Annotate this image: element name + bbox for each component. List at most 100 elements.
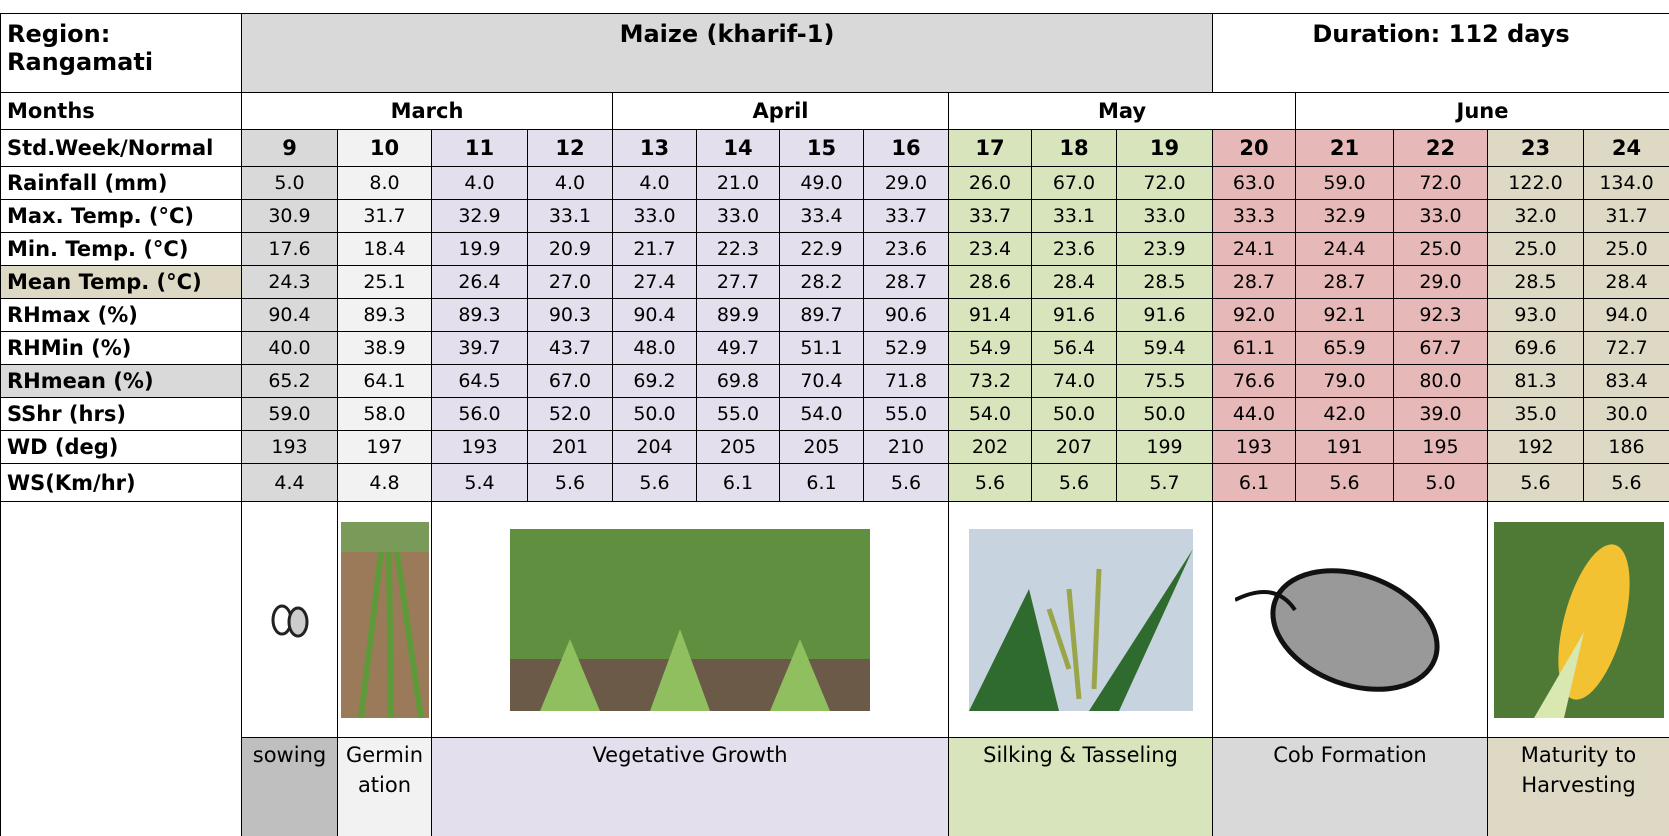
region: Region: Rangamati [1, 14, 242, 93]
value-cell: 91.4 [949, 299, 1032, 332]
value-cell: 205 [780, 431, 864, 464]
value-cell: 5.0 [1394, 464, 1488, 502]
value-cell: 90.4 [242, 299, 338, 332]
stage-label: sowing [242, 738, 338, 836]
value-cell: 6.1 [1213, 464, 1296, 502]
week: 10 [338, 130, 432, 167]
value-cell: 193 [432, 431, 528, 464]
value-cell: 91.6 [1117, 299, 1213, 332]
value-cell: 72.0 [1394, 167, 1488, 200]
value-cell: 4.4 [242, 464, 338, 502]
value-cell: 76.6 [1213, 365, 1296, 398]
week: 14 [697, 130, 780, 167]
week: 15 [780, 130, 864, 167]
value-cell: 25.1 [338, 266, 432, 299]
month: March [242, 93, 613, 130]
value-cell: 92.0 [1213, 299, 1296, 332]
value-cell: 5.6 [1488, 464, 1584, 502]
month: April [613, 93, 949, 130]
value-cell: 27.4 [613, 266, 697, 299]
value-cell: 39.7 [432, 332, 528, 365]
value-cell: 28.7 [864, 266, 949, 299]
value-cell: 4.0 [432, 167, 528, 200]
value-cell: 201 [528, 431, 613, 464]
week: 17 [949, 130, 1032, 167]
value-cell: 27.0 [528, 266, 613, 299]
week: 22 [1394, 130, 1488, 167]
value-cell: 33.0 [1117, 200, 1213, 233]
value-cell: 22.3 [697, 233, 780, 266]
value-cell: 72.0 [1117, 167, 1213, 200]
value-cell: 54.0 [949, 398, 1032, 431]
value-cell: 6.1 [780, 464, 864, 502]
value-cell: 23.4 [949, 233, 1032, 266]
value-cell: 28.5 [1117, 266, 1213, 299]
value-cell: 5.4 [432, 464, 528, 502]
value-cell: 24.3 [242, 266, 338, 299]
week: 18 [1032, 130, 1117, 167]
value-cell: 195 [1394, 431, 1488, 464]
value-cell: 25.0 [1488, 233, 1584, 266]
value-cell: 134.0 [1584, 167, 1669, 200]
value-cell: 33.0 [613, 200, 697, 233]
value-cell: 31.7 [338, 200, 432, 233]
value-cell: 55.0 [864, 398, 949, 431]
value-cell: 64.1 [338, 365, 432, 398]
value-cell: 38.9 [338, 332, 432, 365]
value-cell: 5.6 [1032, 464, 1117, 502]
value-cell: 33.3 [1213, 200, 1296, 233]
value-cell: 27.7 [697, 266, 780, 299]
value-cell: 122.0 [1488, 167, 1584, 200]
value-cell: 33.0 [1394, 200, 1488, 233]
value-cell: 22.9 [780, 233, 864, 266]
stage-image [338, 502, 432, 738]
value-cell: 25.0 [1394, 233, 1488, 266]
value-cell: 5.0 [242, 167, 338, 200]
value-cell: 26.4 [432, 266, 528, 299]
value-cell: 64.5 [432, 365, 528, 398]
value-cell: 72.7 [1584, 332, 1669, 365]
crop-picture [268, 598, 312, 642]
value-cell: 4.0 [613, 167, 697, 200]
value-cell: 28.7 [1213, 266, 1296, 299]
value-cell: 67.0 [1032, 167, 1117, 200]
value-cell: 210 [864, 431, 949, 464]
value-cell: 5.6 [613, 464, 697, 502]
value-cell: 90.4 [613, 299, 697, 332]
value-cell: 5.6 [864, 464, 949, 502]
value-cell: 69.8 [697, 365, 780, 398]
value-cell: 93.0 [1488, 299, 1584, 332]
row-label: WS(Km/hr) [1, 464, 242, 502]
value-cell: 69.2 [613, 365, 697, 398]
duration: Duration: 112 days [1213, 14, 1669, 93]
value-cell: 31.7 [1584, 200, 1669, 233]
value-cell: 32.9 [1296, 200, 1394, 233]
week: 11 [432, 130, 528, 167]
value-cell: 23.6 [864, 233, 949, 266]
value-cell: 61.1 [1213, 332, 1296, 365]
value-cell: 193 [242, 431, 338, 464]
value-cell: 23.9 [1117, 233, 1213, 266]
value-cell: 35.0 [1488, 398, 1584, 431]
value-cell: 94.0 [1584, 299, 1669, 332]
value-cell: 52.9 [864, 332, 949, 365]
value-cell: 83.4 [1584, 365, 1669, 398]
value-cell: 6.1 [697, 464, 780, 502]
row-label: WD (deg) [1, 431, 242, 464]
week: 12 [528, 130, 613, 167]
value-cell: 26.0 [949, 167, 1032, 200]
week: 24 [1584, 130, 1669, 167]
stage-label: Maturity to Harvesting [1488, 738, 1669, 836]
value-cell: 65.2 [242, 365, 338, 398]
value-cell: 75.5 [1117, 365, 1213, 398]
value-cell: 92.1 [1296, 299, 1394, 332]
value-cell: 80.0 [1394, 365, 1488, 398]
value-cell: 25.0 [1584, 233, 1669, 266]
